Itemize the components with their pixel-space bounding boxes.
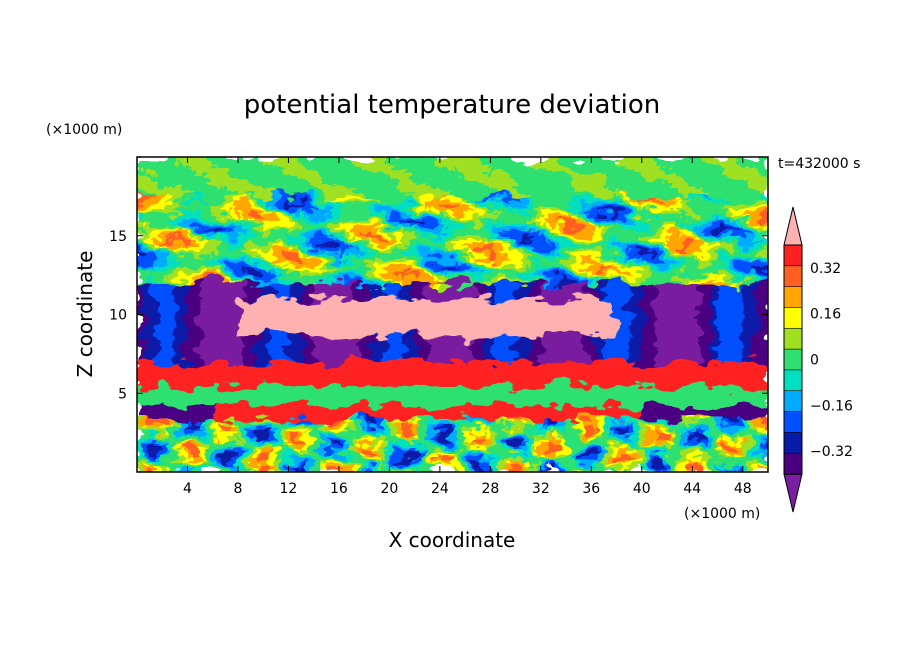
colorbar-segment [783, 390, 803, 413]
colorbar-segment [783, 411, 803, 434]
x-tick-label: 36 [582, 481, 600, 497]
colorbar-segment [783, 432, 803, 454]
colorbar-segment [783, 348, 803, 371]
y-unit-label: (×1000 m) [46, 122, 122, 138]
colorbar-segment [783, 307, 803, 330]
x-tick-label: 4 [183, 481, 192, 497]
x-tick-label: 44 [683, 481, 701, 497]
colorbar-label: −0.16 [810, 398, 853, 414]
chart-title: potential temperature deviation [244, 90, 660, 120]
colorbar-segment [783, 244, 803, 267]
x-axis-title: X coordinate [389, 528, 516, 552]
x-tick-label: 48 [734, 481, 752, 497]
colorbar-extend-high [783, 206, 803, 246]
x-axis: 4 8 12 16 20 24 28 32 36 40 44 48 [183, 157, 752, 497]
y-axis-title: Z coordinate [73, 251, 97, 378]
y-axis: 5 10 15 [109, 229, 768, 402]
colorbar-segment [783, 369, 803, 392]
colorbar-label: −0.32 [810, 444, 853, 460]
y-tick-label: 10 [109, 308, 127, 324]
y-tick-label: 15 [109, 229, 127, 245]
colorbar-segment [783, 452, 803, 475]
x-tick-label: 32 [532, 481, 550, 497]
colorbar-segment [783, 327, 803, 350]
x-tick-label: 8 [233, 481, 242, 497]
heatmap-field [137, 157, 768, 472]
time-label: t=432000 s [778, 156, 860, 172]
x-tick-label: 16 [330, 481, 348, 497]
x-unit-label: (×1000 m) [684, 506, 760, 522]
x-tick-label: 20 [380, 481, 398, 497]
colorbar-segment [783, 265, 803, 288]
colorbar-label: 0.32 [810, 261, 841, 277]
y-tick-label: 5 [118, 386, 127, 402]
x-tick-label: 40 [633, 481, 651, 497]
colorbar-frame [783, 244, 803, 475]
x-tick-label: 24 [431, 481, 449, 497]
x-tick-label: 12 [280, 481, 298, 497]
colorbar-label: 0.16 [810, 307, 841, 323]
colorbar-extend-low [783, 473, 803, 513]
colorbar: 0.32 0.16 0 −0.16 −0.32 [783, 206, 853, 513]
colorbar-label: 0 [810, 353, 819, 369]
x-tick-label: 28 [481, 481, 499, 497]
colorbar-segment [783, 286, 803, 309]
